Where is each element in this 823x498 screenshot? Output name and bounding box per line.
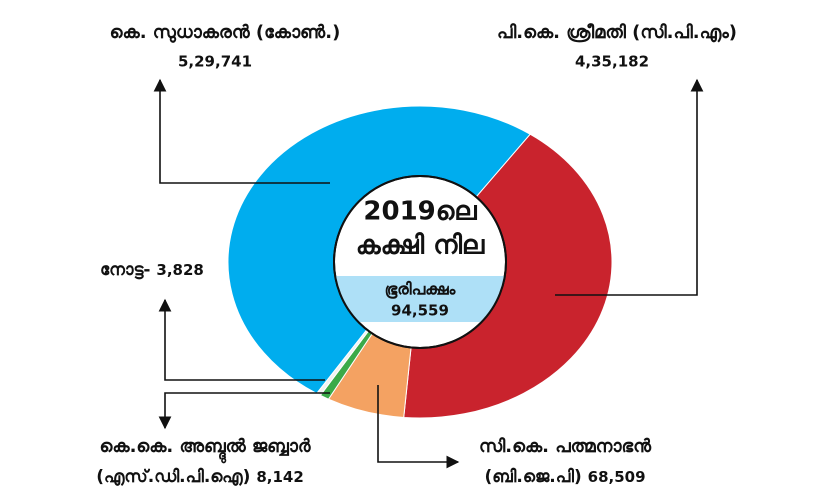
slice-label: നോട്ട- 3,828 <box>100 260 204 280</box>
center-title: കക്ഷി നില <box>356 231 485 261</box>
value-label: 3,828 <box>156 261 203 279</box>
value-label: 68,509 <box>588 468 646 486</box>
party: (എസ്.ഡി.പി.ഐ) <box>96 467 250 487</box>
slice-label: പി.കെ. ശ്രീമതി (സി.പി.എം) <box>497 22 737 43</box>
wedge <box>403 133 613 419</box>
leader <box>555 78 704 296</box>
slice-label: കെ. സുധാകരൻ (കോൺ.) <box>110 22 341 43</box>
center-title: 2019ലെ <box>363 197 477 227</box>
slice-label: കെ.കെ. അബ്ദുൽ ജബ്ബാർ <box>100 436 311 464</box>
margin-band <box>334 276 506 322</box>
slice-label: (എസ്.ഡി.പി.ഐ) 8,142 <box>96 467 304 487</box>
hole-outline <box>333 175 507 349</box>
margin-value: 94,559 <box>391 302 449 320</box>
value-label: 4,35,182 <box>575 53 649 71</box>
leader <box>158 392 330 430</box>
party: (സി.പി.എം) <box>632 22 737 43</box>
name: പി.കെ. ശ്രീമതി <box>497 22 626 43</box>
party: (കോൺ.) <box>256 22 340 43</box>
leader <box>158 298 325 381</box>
name: നോട്ട- <box>100 260 151 280</box>
margin-label: ഭൂരിപക്ഷം <box>385 280 457 300</box>
value-label: 8,142 <box>256 468 303 486</box>
name: കെ. സുധാകരൻ <box>110 22 251 43</box>
leader <box>153 78 330 184</box>
value-label: 5,29,741 <box>178 53 252 71</box>
leader <box>377 385 460 469</box>
party: (ബി.ജെ.പി) <box>484 467 581 487</box>
slice-label: (ബി.ജെ.പി) 68,509 <box>484 467 645 487</box>
slice-label: സി.കെ. പത്മനാഭൻ <box>479 436 652 457</box>
